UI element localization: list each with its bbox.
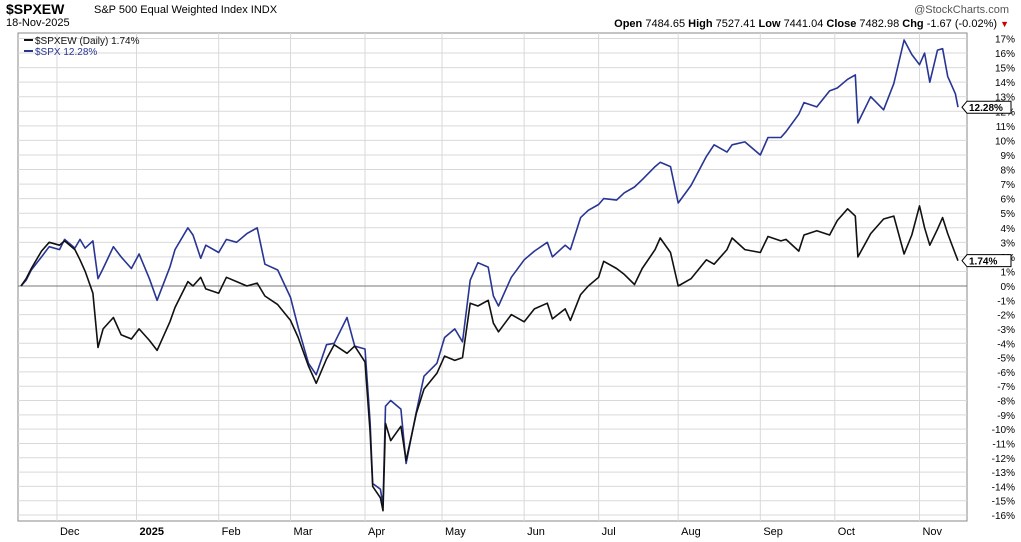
y-tick-label: -14% (992, 482, 1015, 493)
plot-border (17, 32, 968, 522)
x-tick-label: May (445, 526, 466, 538)
y-tick-label: -12% (992, 454, 1015, 465)
y-tick-label: -11% (992, 439, 1015, 450)
legend: $SPXEW (Daily) 1.74%$SPX 12.28% (24, 36, 140, 58)
legend-entry: $SPXEW (Daily) 1.74% (35, 36, 140, 47)
last-value-tag (961, 254, 1012, 268)
y-tick-label: 5% (1001, 209, 1016, 220)
series-line-spxew (20, 205, 959, 512)
x-tick-label: Sep (763, 526, 783, 538)
exchange-code: INDX (250, 4, 278, 16)
x-tick-label: Dec (60, 526, 80, 538)
y-tick-label: 9% (1001, 151, 1016, 162)
y-tick-label: -9% (997, 411, 1015, 422)
y-tick-label: -5% (997, 354, 1015, 365)
down-triangle-icon: ▼ (1000, 19, 1009, 29)
y-tick-label: 8% (1001, 166, 1016, 177)
ticker-symbol[interactable]: $SPXEW (6, 1, 65, 17)
y-tick-label: 14% (995, 78, 1015, 89)
x-gridlines (56, 33, 920, 521)
y-tick-label: 7% (1001, 180, 1016, 191)
y-tick-label: -6% (997, 368, 1015, 379)
series-line-spx (20, 39, 959, 506)
y-tick-label: -4% (997, 339, 1015, 350)
index-full-name: S&P 500 Equal Weighted Index (94, 4, 248, 16)
y-tick-label: 3% (1001, 238, 1016, 249)
y-tick-label: -2% (997, 311, 1015, 322)
y-tick-label: -16% (992, 511, 1015, 522)
y-tick-label: -3% (997, 325, 1015, 336)
close-value: 7482.98 (859, 18, 900, 30)
y-tick-label: 11% (996, 122, 1015, 133)
y-tick-label: 1% (1001, 267, 1016, 278)
y-tick-label: 16% (995, 49, 1015, 60)
x-tick-label: 2025 (140, 526, 164, 538)
legend-entry: $SPX 12.28% (35, 47, 97, 58)
last-value-label: 1.74% (969, 257, 997, 268)
brand-watermark[interactable]: @StockCharts.com (914, 4, 1009, 16)
open-value: 7484.65 (645, 18, 686, 30)
y-tick-label: -13% (992, 468, 1015, 479)
open-label: Open (614, 18, 643, 30)
y-tick-label: 10% (995, 136, 1015, 147)
x-tick-label: Jun (527, 526, 545, 538)
x-tick-label: Mar (294, 526, 313, 538)
x-tick-label: Aug (681, 526, 701, 538)
low-value: 7441.04 (783, 18, 824, 30)
y-tick-labels: 17%16%15%14%13%12%11%10%9%8%7%6%5%4%3%2%… (992, 35, 1015, 523)
high-label: High (688, 18, 713, 30)
x-tick-labels: Dec 2025 Feb Mar Apr May Jun Jul Aug Sep Oct Nov (60, 526, 943, 538)
low-label: Low (758, 18, 781, 30)
chg-value: -1.67 (-0.02%) (926, 18, 998, 30)
y-tick-label: 17% (995, 35, 1015, 46)
last-value-tag (961, 100, 1012, 114)
x-tick-label: Jul (602, 526, 616, 538)
y-tick-label: -15% (992, 497, 1015, 508)
y-tick-label: 4% (1001, 224, 1016, 235)
y-tick-label: 0% (1001, 282, 1016, 293)
chart-date: 18-Nov-2025 (6, 17, 70, 29)
y-tick-label: -8% (997, 397, 1015, 408)
x-tick-label: Apr (368, 526, 385, 538)
y-tick-label: -10% (992, 425, 1015, 436)
close-label: Close (826, 18, 857, 30)
y-gridlines (18, 38, 967, 516)
y-tick-label: 15% (995, 64, 1015, 75)
high-value: 7527.41 (715, 18, 756, 30)
x-tick-label: Feb (222, 526, 241, 538)
x-tick-label: Oct (838, 526, 855, 538)
last-value-label: 12.28% (969, 103, 1003, 114)
x-tick-label: Nov (922, 526, 942, 538)
y-tick-label: 6% (1001, 195, 1016, 206)
y-tick-label: 13% (995, 93, 1015, 104)
y-tick-label: -7% (997, 382, 1015, 393)
series-lines (20, 39, 959, 512)
index-name: S&P 500 Equal Weighted Index INDX (94, 4, 277, 16)
y-tick-label: -1% (997, 296, 1015, 307)
chg-label: Chg (902, 18, 924, 30)
quote-summary: Open 7484.65 High 7527.41 Low 7441.04 Cl… (614, 18, 1009, 30)
last-value-tags: 1.74% 12.28% (961, 100, 1012, 268)
